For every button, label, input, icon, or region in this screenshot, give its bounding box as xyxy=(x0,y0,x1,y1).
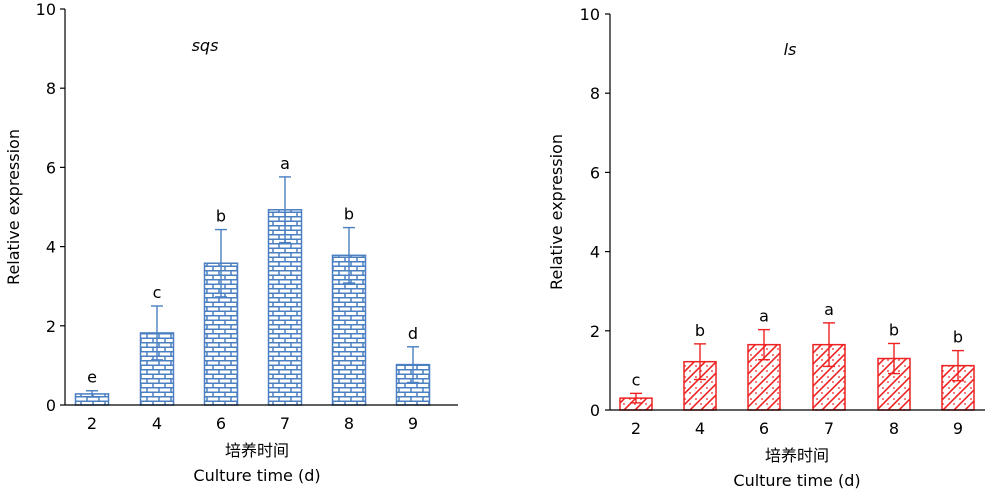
y-tick-label: 0 xyxy=(590,401,600,420)
x-axis-label-ls: Culture time (d) xyxy=(733,471,860,490)
x-tick-label: 6 xyxy=(759,419,769,438)
significance-letter: e xyxy=(87,368,97,387)
significance-letter: b xyxy=(695,321,705,340)
x-tick-label: 7 xyxy=(280,414,290,433)
x-tick-label: 6 xyxy=(216,414,226,433)
x-tick-label: 9 xyxy=(953,419,963,438)
x-axis-label-sqs: Culture time (d) xyxy=(193,466,320,485)
significance-letter: a xyxy=(824,300,834,319)
y-tick-label: 10 xyxy=(36,0,56,19)
x-tick-label: 7 xyxy=(824,419,834,438)
y-axis-label-sqs: Relative expression xyxy=(4,129,23,285)
y-tick-label: 2 xyxy=(590,322,600,341)
x-tick-label: 2 xyxy=(631,419,641,438)
x-tick-label: 9 xyxy=(408,414,418,433)
y-tick-label: 4 xyxy=(46,238,56,257)
x-tick-label: 8 xyxy=(344,414,354,433)
significance-letter: c xyxy=(153,283,162,302)
x-tick-label: 4 xyxy=(152,414,162,433)
chart-panel-ls: ls 0 2 4 6 8 10 c b a a b b 2 4 6 7 8 9 Relative expres… xyxy=(547,5,985,490)
y-tick-label: 6 xyxy=(46,158,56,177)
y-tick-label: 8 xyxy=(46,79,56,98)
significance-letter: d xyxy=(408,324,418,343)
significance-letter: a xyxy=(280,154,290,173)
significance-letter: a xyxy=(759,307,769,326)
y-tick-label: 2 xyxy=(46,317,56,336)
y-tick-label: 4 xyxy=(590,243,600,262)
y-tick-label: 8 xyxy=(590,84,600,103)
x-axis-label-cn-ls: 培养时间 xyxy=(765,446,829,465)
x-tick-label: 2 xyxy=(87,414,97,433)
chart-panel-sqs: sqs 0 2 4 6 8 10 e c b a b d 2 4 6 7 8 9 Relative expre… xyxy=(4,0,458,485)
significance-letter: c xyxy=(632,370,641,389)
y-tick-label: 0 xyxy=(46,396,56,415)
significance-letter: b xyxy=(889,320,899,339)
x-tick-label: 4 xyxy=(695,419,705,438)
significance-letter: b xyxy=(344,205,354,224)
y-tick-label: 6 xyxy=(590,163,600,182)
significance-letter: b xyxy=(216,207,226,226)
x-axis-label-cn-sqs: 培养时间 xyxy=(225,441,289,460)
y-axis-label-ls: Relative expression xyxy=(547,134,566,290)
chart-title-ls: ls xyxy=(784,40,797,59)
x-tick-label: 8 xyxy=(889,419,899,438)
y-tick-label: 10 xyxy=(580,5,600,24)
chart-title-sqs: sqs xyxy=(192,36,219,55)
significance-letter: b xyxy=(953,328,963,347)
